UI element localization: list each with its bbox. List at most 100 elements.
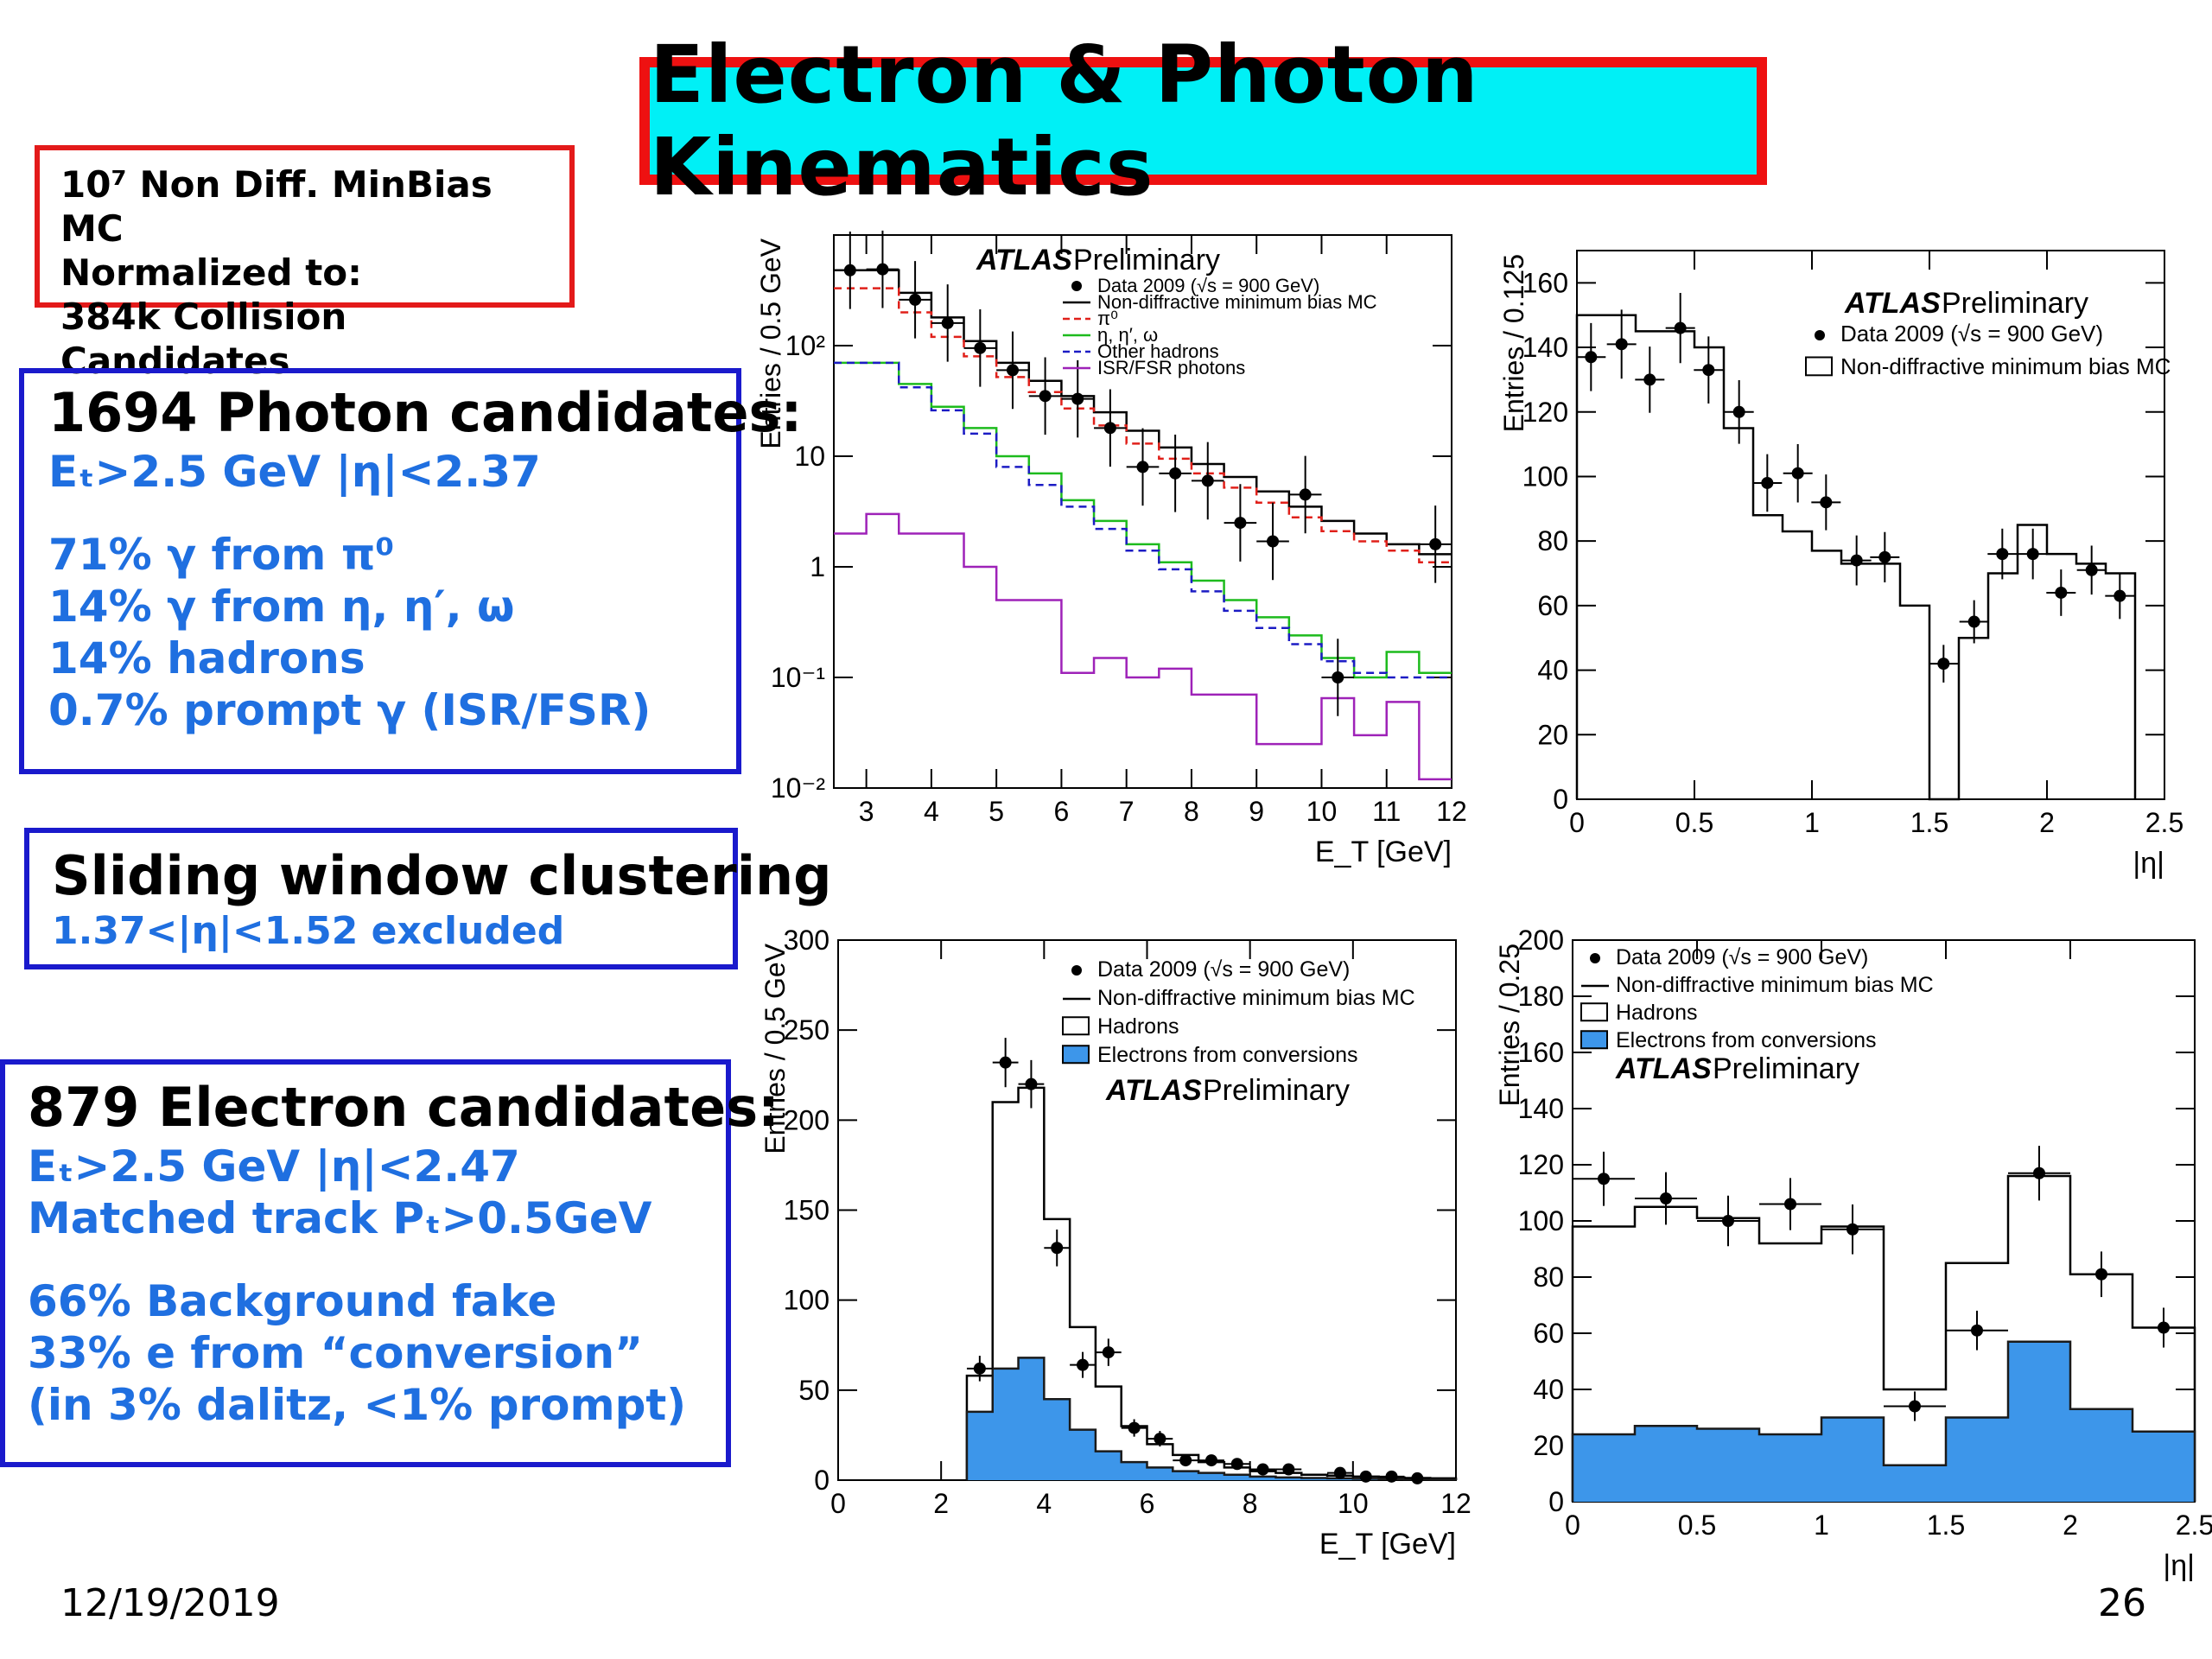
preliminary-label: Preliminary: [1942, 287, 2088, 320]
data-point: [1385, 1470, 1398, 1483]
histogram-series: [834, 361, 1452, 679]
histogram-series: [965, 1357, 1458, 1481]
photon-heading: 1694 Photon candidates:: [48, 381, 803, 444]
y-axis-label: Entries / 0.125: [1498, 254, 1529, 432]
data-point: [1820, 496, 1833, 509]
data-point: [1722, 1215, 1734, 1227]
x-tick-label: 0.5: [1675, 807, 1713, 838]
sliding-note: 1.37<|η|<1.52 excluded: [52, 909, 565, 953]
data-point: [2158, 1321, 2170, 1334]
data-point: [941, 316, 954, 329]
electron-heading: 879 Electron candidates:: [28, 1076, 779, 1139]
legend-data-marker: [1815, 330, 1825, 340]
data-point: [1359, 1470, 1372, 1483]
x-tick-label: 2: [2039, 807, 2055, 838]
y-tick-label: 200: [1518, 925, 1564, 956]
data-point: [2113, 589, 2126, 602]
data-point: [1585, 351, 1598, 364]
photon-candidates-box: 1694 Photon candidates: Eₜ>2.5 GeV |η|<2…: [19, 368, 803, 774]
data-point: [1702, 364, 1715, 377]
y-tick-label: 140: [1518, 1093, 1564, 1124]
y-tick-label: 140: [1522, 332, 1568, 363]
photon-eta-chart: 0 0.5 1 1.5 2 2.5 0 20 40 60 80 100 120 140 160 |η| Entr…: [1498, 250, 2183, 880]
y-tick-label: 200: [784, 1104, 830, 1135]
data-point: [1039, 390, 1052, 403]
legend-label: ISR/FSR photons: [1097, 357, 1245, 378]
data-point: [999, 1056, 1012, 1069]
data-point: [1615, 338, 1628, 351]
y-tick-label: 300: [784, 925, 830, 956]
page-number: 26: [2098, 1581, 2146, 1625]
data-point: [1909, 1400, 1921, 1413]
mc-normalization-note: 10⁷ Non Diff. MinBias MC Normalized to: …: [35, 145, 575, 382]
data-point: [1299, 488, 1312, 501]
data-point: [974, 341, 987, 354]
data-point: [2055, 586, 2068, 599]
x-tick-label: 8: [1243, 1488, 1258, 1519]
x-tick-label: 12: [1436, 796, 1467, 827]
y-axis-label: Entries / 0.5 GeV: [755, 238, 786, 448]
data-point: [909, 293, 922, 306]
photon-line: 14% hadrons: [48, 633, 365, 683]
photon-line: 14% γ from η, η′, ω: [48, 582, 515, 632]
data-point: [1267, 535, 1280, 548]
photon-cut: Eₜ>2.5 GeV |η|<2.37: [48, 447, 541, 497]
data-point: [1761, 476, 1774, 489]
data-point: [1732, 405, 1745, 418]
y-tick-label: 0: [1548, 1486, 1564, 1517]
data-point: [1660, 1192, 1672, 1205]
legend-label: Non-diffractive minimum bias MC: [1616, 973, 1934, 997]
data-point: [973, 1362, 986, 1375]
y-tick-label: 150: [784, 1195, 830, 1226]
data-point: [1103, 422, 1116, 435]
x-tick-label: 2: [933, 1488, 949, 1519]
x-tick-label: 2.5: [2145, 807, 2183, 838]
data-point: [1071, 392, 1084, 405]
data-point: [1429, 537, 1442, 550]
y-tick-label: 100: [1518, 1205, 1564, 1236]
legend-label: Non-diffractive minimum bias MC: [1097, 291, 1377, 313]
x-axis-label: |η|: [2133, 847, 2164, 880]
mc-note-line: 10⁷ Non Diff. MinBias MC: [60, 163, 493, 250]
y-tick-label: 80: [1537, 525, 1568, 556]
legend-label: Electrons from conversions: [1097, 1043, 1358, 1067]
histogram-series: [1571, 1340, 2196, 1502]
x-tick-label: 5: [988, 796, 1004, 827]
legend-label: Non-diffractive minimum bias MC: [1097, 986, 1415, 1010]
y-tick-label: 20: [1533, 1430, 1564, 1461]
electron-cut: Eₜ>2.5 GeV |η|<2.47: [28, 1141, 520, 1192]
electron-line: 66% Background fake: [28, 1276, 557, 1326]
data-point: [1169, 467, 1182, 480]
data-point: [1784, 1198, 1796, 1211]
data-point: [1791, 467, 1804, 480]
data-point: [1598, 1173, 1610, 1185]
data-point: [1136, 461, 1149, 474]
y-tick-label: 250: [784, 1014, 830, 1046]
data-point: [1411, 1471, 1424, 1484]
plot-frame: [833, 234, 1452, 789]
photon-et-chart: 3 4 5 6 7 8 9 10 11 12 10⁻² 10⁻¹ 1 10 10² E_T [GeV] Entr…: [755, 230, 1467, 868]
x-axis-label: |η|: [2163, 1549, 2195, 1582]
data-point: [876, 263, 889, 276]
y-axis-label: Entries / 0.25: [1494, 944, 1525, 1107]
data-point: [2095, 1268, 2107, 1281]
atlas-label: ATLAS: [1844, 287, 1941, 320]
slide-title: Electron & Photon Kinematics: [650, 29, 1479, 213]
x-tick-label: 4: [924, 796, 939, 827]
data-point: [2033, 1166, 2045, 1179]
y-tick-label: 60: [1533, 1318, 1564, 1349]
legend-label: Data 2009 (√s = 900 GeV): [1097, 275, 1319, 296]
x-tick-label: 0: [1569, 807, 1585, 838]
preliminary-label: Preliminary: [1203, 1074, 1350, 1107]
legend-mc-swatch: [1805, 356, 1833, 377]
y-tick-label: 100: [1522, 461, 1568, 492]
x-tick-label: 7: [1119, 796, 1135, 827]
data-point: [2085, 563, 2098, 576]
data-point: [1878, 550, 1891, 563]
preliminary-label: Preliminary: [1073, 244, 1220, 276]
x-tick-label: 1: [1814, 1510, 1829, 1541]
x-tick-label: 1.5: [1910, 807, 1948, 838]
histogram-series: [834, 269, 1452, 556]
y-tick-label: 50: [798, 1375, 830, 1406]
legend-data-marker: [1071, 281, 1082, 291]
